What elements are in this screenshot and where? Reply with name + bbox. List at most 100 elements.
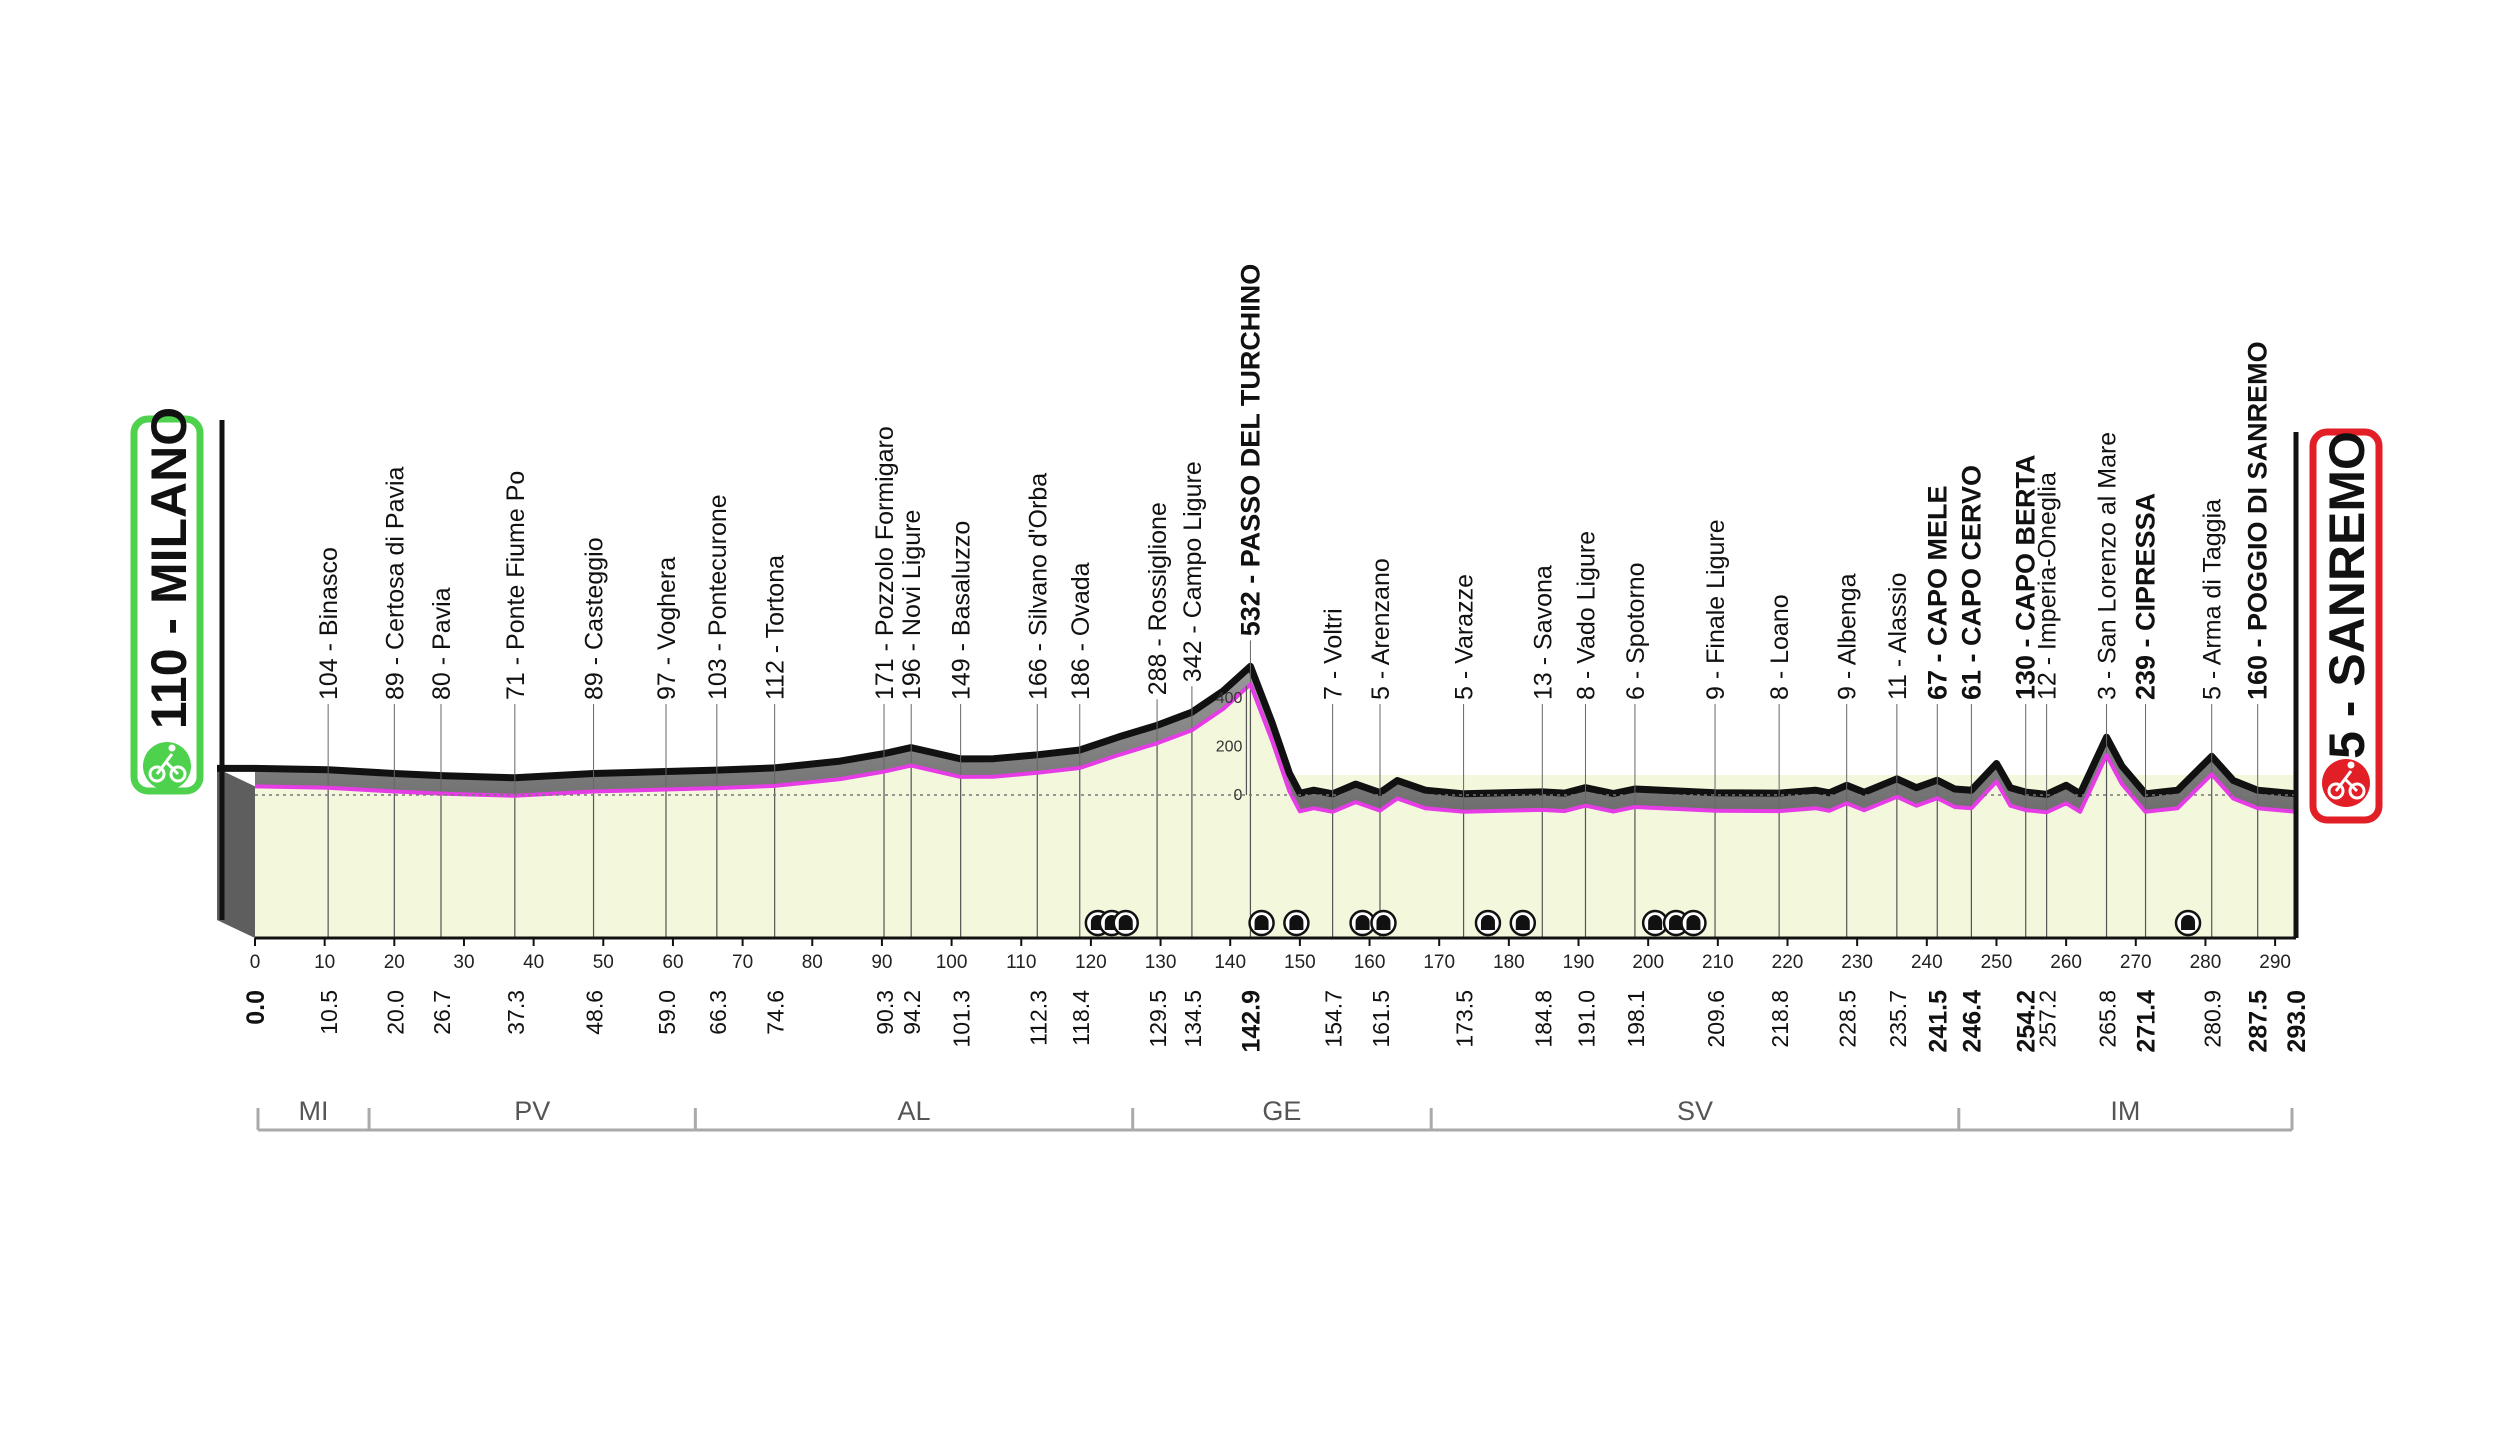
waypoint-label: 3 - San Lorenzo al Mare <box>2094 432 2122 700</box>
distance-label: 218.8 <box>1767 990 1793 1048</box>
distance-label: 280.9 <box>2200 990 2226 1048</box>
x-tick-label: 160 <box>1354 952 1386 973</box>
tunnel-arch <box>1515 915 1530 930</box>
waypoint-label: 9 - Finale Ligure <box>1702 519 1730 700</box>
start-label: 110 - MILANO <box>141 407 197 729</box>
waypoint-label: 12 - Imperia-Oneglia <box>2034 472 2062 700</box>
distance-label: 112.3 <box>1025 990 1051 1046</box>
distance-label: 228.5 <box>1835 990 1861 1048</box>
x-tick-label: 70 <box>732 952 753 973</box>
distance-label: 129.5 <box>1145 990 1171 1048</box>
tunnel-arch <box>1480 915 1495 930</box>
tunnel-markers <box>1084 909 2202 937</box>
distance-label: 101.3 <box>949 990 975 1048</box>
x-tick-label: 210 <box>1702 952 1734 973</box>
x-tick-label: 180 <box>1493 952 1525 973</box>
waypoint-label: 130 - CAPO BERTA <box>2011 454 2041 700</box>
waypoint-label: 288 - Rossiglione <box>1144 502 1172 695</box>
x-tick-label: 270 <box>2120 952 2152 973</box>
km-gridlines <box>255 684 2296 938</box>
start-badge: 110 - MILANO <box>130 407 225 920</box>
x-axis: 0 10 20 30 40 50 60 70 80 90 100 110 120 130 140 150 160… <box>250 936 2296 973</box>
region-label: IM <box>2110 1096 2140 1126</box>
waypoint-label: 104 - Binasco <box>315 547 343 700</box>
waypoint-label: 149 - Basaluzzo <box>948 521 976 700</box>
distance-label: 265.8 <box>2095 990 2121 1048</box>
scale-tick-label: 200 <box>1216 739 1243 756</box>
waypoint-label: 11 - Alassio <box>1884 573 1912 700</box>
x-tick-label: 80 <box>802 952 823 973</box>
waypoint-label: 7 - Voltri <box>1320 608 1348 700</box>
tunnel-icon <box>2174 909 2202 937</box>
distance-label: 20.0 <box>382 990 408 1035</box>
x-tick-label: 200 <box>1632 952 1664 973</box>
waypoint-label: 6 - Spotorno <box>1622 562 1650 700</box>
distance-label: 74.6 <box>763 990 789 1035</box>
lowland-fill <box>255 684 2296 938</box>
scale-tick-label: 400 <box>1216 690 1243 707</box>
x-tick-label: 110 <box>1006 952 1036 973</box>
distance-label: 271.4 <box>2133 990 2161 1053</box>
x-tick-label: 30 <box>453 952 474 973</box>
region-label: PV <box>514 1096 550 1126</box>
region-label: SV <box>1677 1096 1713 1126</box>
tunnel-icon <box>1283 909 1310 937</box>
x-tick-label: 280 <box>2190 952 2222 973</box>
waypoint-label: 8 - Loano <box>1766 594 1794 700</box>
tunnel-icon <box>1370 909 1397 937</box>
distance-label: 198.1 <box>1623 990 1649 1048</box>
tunnel-icon <box>1641 909 1669 937</box>
waypoint-label: 80 - Pavia <box>428 587 456 700</box>
distance-label: 184.8 <box>1530 990 1556 1048</box>
waypoint-label: 61 - CAPO CERVO <box>1956 465 1986 700</box>
finish-label: 5 - SANREMO <box>2319 431 2375 759</box>
waypoint-label: 67 - CAPO MELE <box>1922 485 1952 700</box>
x-tick-label: 60 <box>662 952 683 973</box>
scale-tick-label: 0 <box>1234 787 1243 804</box>
tunnel-arch <box>1355 915 1370 930</box>
tunnel-arch <box>1376 915 1391 930</box>
x-tick-label: 250 <box>1981 952 2013 973</box>
waypoint-label: 5 - Varazze <box>1451 574 1479 700</box>
region-label: AL <box>898 1096 931 1126</box>
x-tick-label: 20 <box>384 952 405 973</box>
elevation-scale: 400 200 0 <box>1216 686 1248 804</box>
distance-label: 142.9 <box>1237 990 1265 1053</box>
distance-label: 37.3 <box>503 990 529 1035</box>
x-tick-label: 290 <box>2259 952 2291 973</box>
waypoint-label: 196 - Novi Ligure <box>898 510 926 700</box>
distance-label: 161.5 <box>1368 990 1394 1048</box>
distance-labels: 0.0 10.5 20.0 26.7 37.3 48.6 59.0 66.3 74.6 90.3 9… <box>242 990 2311 1053</box>
waypoint-label: 13 - Savona <box>1529 565 1557 700</box>
distance-label: 293.0 <box>2283 990 2311 1053</box>
distance-label: 66.3 <box>705 990 731 1035</box>
distance-label: 10.5 <box>316 990 342 1035</box>
x-tick-label: 230 <box>1841 952 1873 973</box>
waypoint-label: 97 - Voghera <box>653 557 681 700</box>
waypoint-label: 103 - Pontecurone <box>704 494 732 700</box>
waypoint-label: 166 - Silvano d'Orba <box>1024 473 1052 700</box>
distance-label: 209.6 <box>1703 990 1729 1048</box>
tunnel-icon <box>1680 909 1707 937</box>
distance-label: 257.2 <box>2035 990 2061 1048</box>
distance-label: 90.3 <box>872 990 898 1035</box>
tunnel-arch <box>1669 915 1684 930</box>
region-label: MI <box>299 1096 329 1126</box>
x-tick-label: 0 <box>250 952 261 973</box>
x-tick-label: 220 <box>1772 952 1804 973</box>
distance-label: 0.0 <box>242 990 270 1025</box>
x-tick-label: 260 <box>2050 952 2082 973</box>
cyclist-icon <box>2322 759 2370 807</box>
x-tick-label: 90 <box>871 952 892 973</box>
tunnel-arch <box>1289 915 1304 930</box>
tunnel-icon <box>1248 909 1275 937</box>
distance-label: 154.7 <box>1321 990 1347 1048</box>
waypoint-label: 532 - PASSO DEL TURCHINO <box>1235 264 1265 637</box>
x-tick-label: 150 <box>1284 952 1316 973</box>
waypoint-label: 112 - Tortona <box>762 555 790 700</box>
tunnel-icon <box>1509 909 1537 937</box>
x-tick-label: 50 <box>593 952 614 973</box>
waypoint-label: 89 - Certosa di Pavia <box>381 466 409 700</box>
x-tick-label: 170 <box>1423 952 1455 973</box>
